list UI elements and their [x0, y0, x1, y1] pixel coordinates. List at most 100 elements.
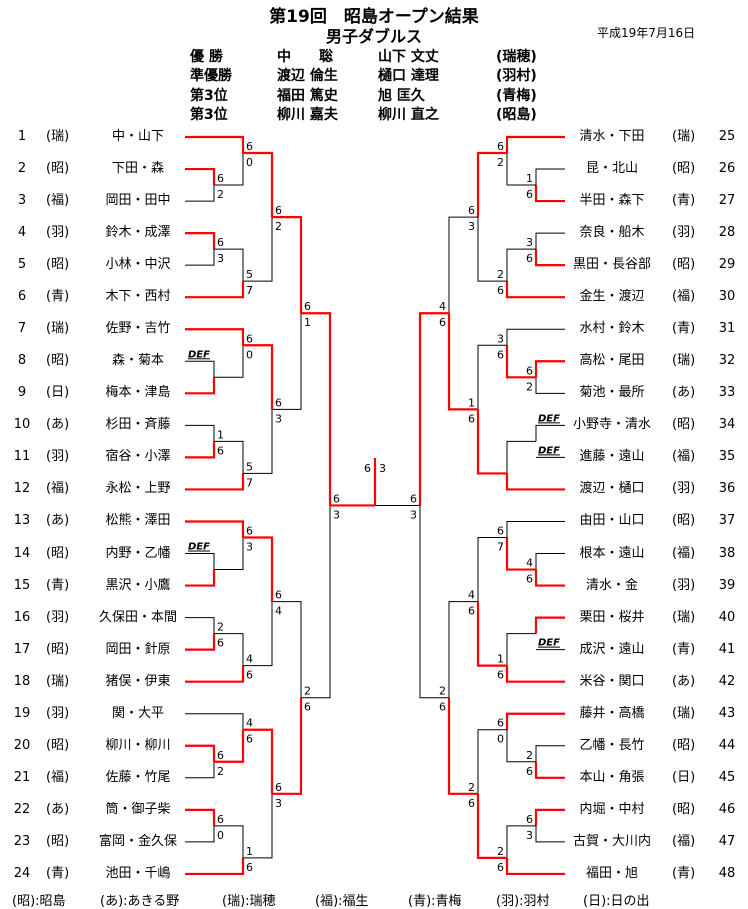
score-top: 4: [439, 300, 446, 313]
entry-players: 清水・金: [585, 577, 638, 593]
bracket-line: [214, 345, 244, 378]
entry-number: 24: [13, 865, 31, 881]
score-top: 2: [217, 621, 224, 634]
entry-number: 20: [13, 737, 31, 753]
bracket-line: [272, 601, 302, 698]
score-bottom: 0: [217, 829, 224, 842]
entry-players: 福田・旭: [585, 865, 638, 881]
entry-club: (福): [46, 193, 70, 209]
score-top: 2: [439, 685, 446, 698]
score-bottom: 3: [526, 829, 533, 842]
entry-players: 筒・御子柴: [105, 801, 171, 817]
entry-number: 47: [718, 833, 736, 849]
score-bottom: 3: [275, 797, 282, 810]
entry-players: 永松・上野: [105, 481, 171, 497]
score-top: 3: [526, 236, 533, 249]
bracket-line: [185, 857, 245, 876]
result-club: (羽村): [496, 68, 537, 85]
bracket-line: [418, 312, 449, 506]
entry-club: (福): [672, 545, 696, 561]
bracket-line: [185, 633, 216, 651]
entry-number: 4: [17, 225, 27, 241]
bracket-line: [185, 377, 216, 395]
score-top: 6: [217, 749, 224, 762]
entry-club: (福): [672, 449, 696, 465]
score-top: 6: [275, 204, 282, 217]
entry-club: (昭): [672, 737, 696, 753]
entry-players: 柳川・柳川: [105, 737, 171, 753]
bracket-line: [535, 424, 565, 442]
bracket-line: [185, 744, 216, 762]
bracket-line: [447, 697, 478, 795]
score-bottom: 6: [526, 765, 533, 778]
entry-number: 44: [718, 737, 736, 753]
entry-players: 鈴木・成澤: [105, 225, 171, 241]
bracket-line: [506, 520, 565, 538]
entry-players: 根本・遠山: [579, 545, 645, 561]
score-top: 6: [497, 140, 504, 153]
entry-players: 清水・下田: [579, 129, 645, 144]
score-top: 6: [246, 140, 253, 153]
entry-players: 小野寺・清水: [572, 417, 651, 433]
entry-number: 6: [17, 289, 27, 305]
entry-number: 21: [13, 769, 31, 785]
score-bottom: 2: [217, 765, 224, 778]
entry-number: 46: [718, 801, 736, 817]
score-bottom: 6: [526, 252, 533, 265]
bracket-line: [505, 345, 536, 379]
bracket-line: [214, 537, 244, 571]
entry-club: (昭): [46, 161, 70, 177]
bracket-line: [476, 409, 507, 475]
entry-number: 48: [718, 865, 736, 881]
entry-number: 2: [17, 161, 27, 177]
entry-club: (青): [672, 641, 696, 657]
score-bottom: 2: [497, 156, 504, 169]
bracket-line: [505, 712, 565, 730]
score-bottom: 6: [304, 701, 311, 714]
entry-players: 半田・森下: [579, 193, 645, 209]
score-top: 3: [497, 332, 504, 345]
legend-item: (青):青梅: [408, 894, 462, 909]
bracket-line: [272, 313, 302, 410]
entry-players: 杉田・斉藤: [105, 417, 171, 433]
entry-club: (羽): [46, 609, 70, 625]
score-bottom: 6: [497, 861, 504, 874]
entry-players: 乙幡・長竹: [579, 737, 645, 753]
entry-number: 41: [718, 641, 736, 657]
legend-item: (瑞):瑞穂: [222, 894, 276, 909]
bracket-line: [534, 761, 565, 779]
entry-club: (羽): [46, 225, 70, 241]
score-bottom: 0: [497, 733, 504, 746]
entry-players: 松熊・澤田: [105, 513, 171, 529]
entry-number: 22: [13, 801, 31, 817]
entry-club: (青): [672, 321, 696, 337]
entry-number: 1: [17, 129, 27, 144]
bracket-line: [185, 713, 244, 730]
score-top: 6: [526, 813, 533, 826]
score-top: 6: [246, 525, 253, 538]
score-bottom: 3: [410, 508, 417, 521]
entry-number: 15: [13, 577, 31, 593]
score-bottom: 4: [275, 605, 282, 618]
score-bottom: 2: [526, 380, 533, 393]
score-bottom: 3: [275, 412, 282, 425]
bracket-line: [535, 168, 565, 186]
bracket-line: [185, 328, 245, 346]
result-rank: 第3位: [190, 87, 228, 104]
entry-number: 39: [718, 577, 736, 593]
score-bottom: 2: [217, 188, 224, 201]
score-top: 2: [497, 845, 504, 858]
bracket-line: [185, 761, 215, 779]
bracket-line: [534, 616, 565, 634]
entry-number: 40: [718, 609, 736, 625]
bracket-line: [535, 232, 565, 250]
entry-players: 小林・中沢: [105, 257, 171, 273]
entry-players: 進藤・遠山: [579, 449, 645, 465]
result-rank: 準優勝: [190, 68, 232, 85]
entry-players: 富岡・金久保: [98, 833, 177, 849]
entry-players: 中・山下: [111, 129, 164, 144]
bracket-line: [214, 825, 244, 858]
entry-club: (昭): [672, 161, 696, 177]
bracket-line: [243, 728, 274, 794]
bracket-line: [185, 520, 245, 538]
